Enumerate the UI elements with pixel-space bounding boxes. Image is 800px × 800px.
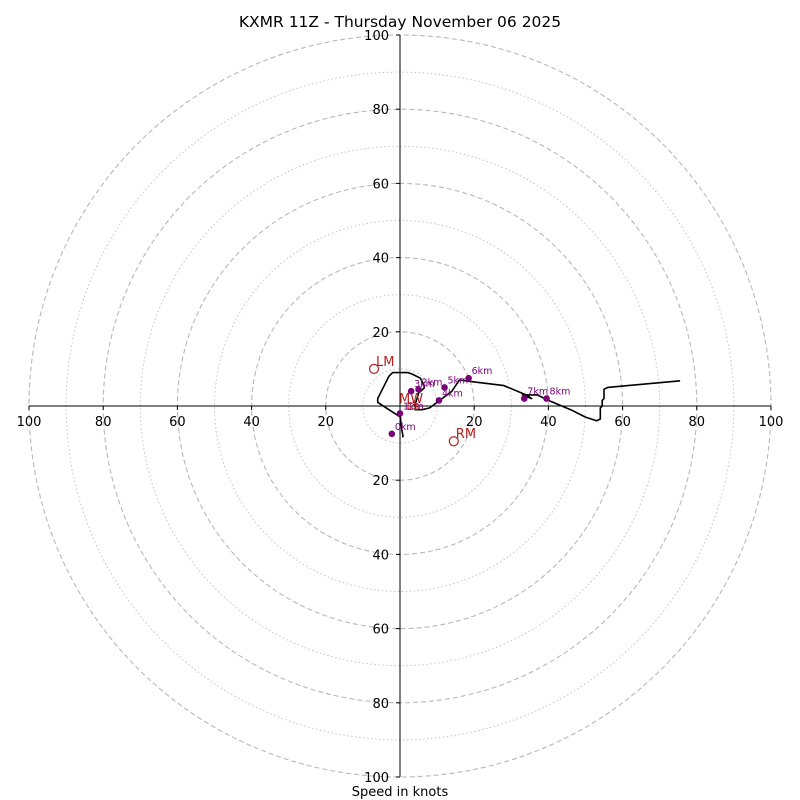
x-tick-label: 40 — [540, 415, 557, 430]
height-label-7km: 7km — [527, 387, 548, 398]
y-tick-label: 80 — [372, 103, 389, 118]
height-marker-1km — [396, 410, 404, 417]
chart-title: KXMR 11Z - Thursday November 06 2025 — [239, 13, 561, 31]
y-tick-label: 20 — [372, 326, 389, 341]
height-marker-0km — [388, 430, 396, 438]
axes — [29, 35, 771, 777]
y-tick-label: 60 — [372, 177, 389, 192]
x-tick-label: 80 — [689, 415, 706, 430]
x-tick-label: 100 — [759, 415, 784, 430]
x-tick-label: 20 — [318, 415, 335, 430]
tick-labels: 100 80 60 40 20 20 40 60 80 100 100 80 60 40 20 20 40 60 8… — [17, 29, 784, 786]
storm-motion-label-RM: RM — [456, 427, 476, 442]
height-marker-8km — [543, 395, 550, 402]
annotation-ES: ES — [407, 402, 420, 413]
x-tick-label: 80 — [95, 415, 112, 430]
height-label-4km: 4km — [442, 388, 463, 399]
y-tick-label: 40 — [372, 548, 389, 563]
height-marker-6km — [465, 374, 472, 382]
y-tick-label: 80 — [372, 697, 389, 712]
height-label-8km: 8km — [550, 387, 571, 398]
height-marker-7km — [520, 395, 528, 402]
height-marker-4km — [435, 397, 443, 404]
storm-motion-label-LM: LM — [376, 355, 394, 370]
y-tick-label: 100 — [364, 29, 389, 44]
y-tick-label: 40 — [372, 252, 389, 267]
height-marker-5km — [441, 384, 448, 391]
height-label-1km: 1km — [403, 401, 424, 412]
height-label-3km: 3km — [414, 379, 435, 390]
storm-motion-RM — [448, 436, 459, 447]
y-tick-label: 60 — [372, 623, 389, 638]
x-tick-label: 40 — [243, 415, 260, 430]
mean-wind-label: MW — [399, 392, 423, 407]
height-label-6km: 6km — [472, 366, 493, 377]
y-tick-label: 20 — [372, 474, 389, 489]
height-marker-2km — [415, 386, 422, 393]
y-tick-label: 100 — [364, 771, 389, 786]
x-tick-label: 100 — [17, 415, 42, 430]
height-label-0km: 0km — [395, 422, 416, 433]
height-label-5km: 5km — [448, 375, 469, 386]
storm-motion-LM — [368, 363, 380, 374]
x-tick-label: 60 — [169, 415, 186, 430]
height-label-2km: 2km — [422, 377, 443, 388]
mean-wind-marker — [407, 402, 417, 410]
x-tick-label: 60 — [614, 415, 631, 430]
x-axis-label: Speed in knots — [352, 785, 449, 800]
x-tick-label: 20 — [466, 415, 483, 430]
height-marker-3km — [407, 387, 415, 395]
